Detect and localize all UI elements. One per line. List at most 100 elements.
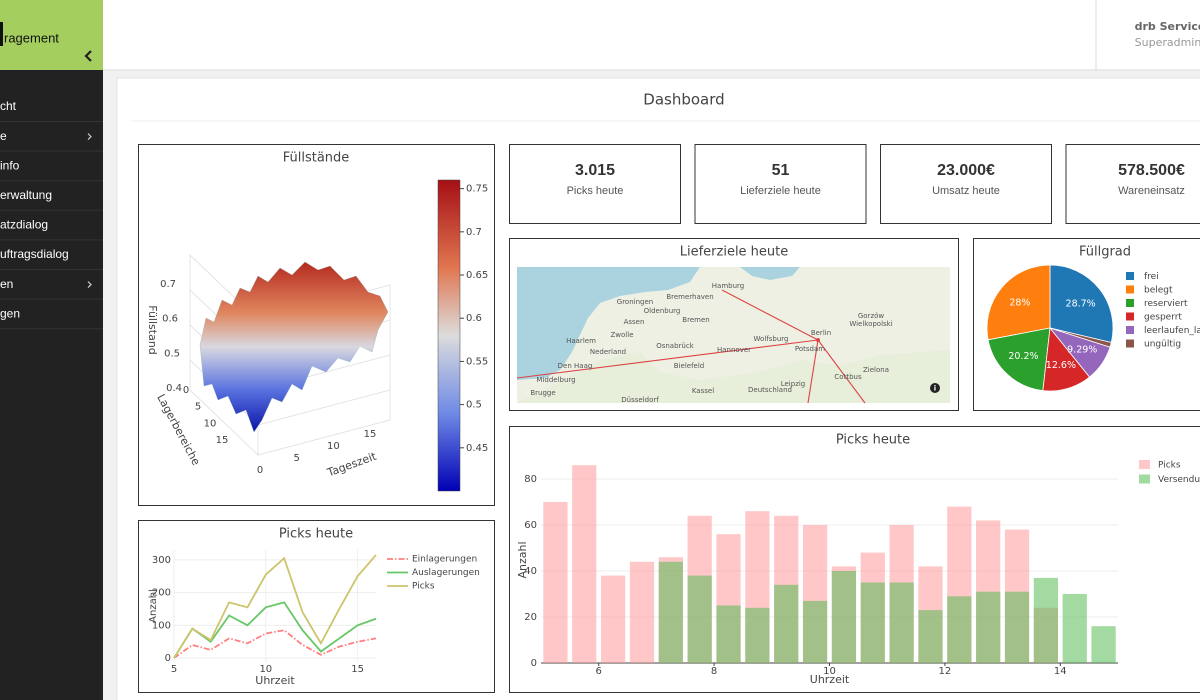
kpi-label: Lieferziele heute	[740, 185, 821, 197]
chart-title: Picks heute	[836, 433, 910, 448]
route	[516, 339, 819, 379]
menu-item[interactable]: cht	[0, 99, 17, 113]
legend-label: Versendun	[1158, 475, 1200, 485]
menu-item[interactable]: atzdialog	[0, 218, 48, 232]
legend-swatch	[1139, 474, 1150, 484]
y-tick-label: 0	[183, 385, 189, 396]
line-series	[173, 629, 377, 659]
legend-label: Picks	[412, 582, 435, 592]
legend-label: reserviert	[1144, 299, 1188, 309]
map-place: Den Haag	[558, 362, 593, 370]
bar	[976, 591, 1001, 663]
route	[807, 339, 819, 404]
map-place: Bremerhaven	[666, 293, 713, 301]
bar	[572, 465, 597, 663]
x-axis-label: Uhrzeit	[255, 674, 295, 687]
bar	[716, 605, 741, 663]
map-place: Oldenburg	[644, 307, 681, 315]
bar	[745, 607, 770, 663]
map-place: Gorzów	[858, 312, 885, 320]
map-place: Assen	[624, 318, 645, 326]
line-series	[173, 601, 377, 659]
map-place: Düsseldorf	[621, 396, 659, 404]
x-tick-label: 10	[327, 441, 340, 452]
y-tick-label: 0	[165, 653, 171, 664]
bar	[1033, 577, 1058, 663]
legend-swatch	[1126, 312, 1134, 321]
info-icon[interactable]	[930, 383, 940, 393]
map-place: Leipzig	[781, 380, 806, 388]
kpi-card	[1065, 144, 1200, 224]
x-tick-label: 10	[259, 664, 272, 675]
page-title: Dashboard	[643, 91, 724, 109]
menu-item[interactable]: info	[0, 158, 20, 172]
bar	[802, 600, 828, 663]
bar	[774, 584, 799, 663]
legend-label: ungültig	[1144, 340, 1181, 350]
legend-label: leerlaufen_la	[1144, 326, 1200, 336]
y-axis-label: Anzahl	[516, 541, 529, 578]
map-place: Deutschland	[748, 386, 792, 394]
y-tick-label: 15	[216, 435, 229, 446]
map-place: Brugge	[530, 389, 555, 397]
x-tick-label: 8	[711, 666, 717, 677]
pie-label: 12.6%	[1046, 360, 1076, 371]
info-icon-glyph: i	[934, 385, 936, 393]
route-hub	[816, 338, 820, 342]
user-name[interactable]: drb Service	[1135, 20, 1200, 33]
bar	[918, 610, 943, 663]
kpi-value: 51	[772, 162, 790, 179]
legend-swatch	[1126, 285, 1134, 294]
sidebar-menu: cht e info erwaltung atzdialog uftragsdialog e…	[0, 99, 103, 330]
menu-item[interactable]: en	[0, 277, 13, 291]
map-place: Bielefeld	[674, 362, 704, 370]
menu-item[interactable]: gen	[0, 306, 20, 320]
pie-label: 28.7%	[1066, 298, 1096, 309]
brand-box	[0, 0, 103, 70]
kpi-row: 3.015 Picks heute 51 Lieferziele heute 23.00…	[509, 144, 1200, 224]
legend-label: belegt	[1144, 286, 1173, 296]
header	[103, 0, 1200, 70]
map-place: Potsdam	[795, 345, 825, 353]
legend-label: Einlagerungen	[412, 555, 477, 565]
legend-swatch	[1126, 272, 1134, 280]
x-tick-label: 5	[293, 453, 299, 464]
y-tick-label: 300	[152, 555, 171, 566]
z-tick-label: 0.6	[162, 314, 178, 325]
chart-title: Picks heute	[279, 527, 353, 542]
x-tick-label: 10	[823, 666, 836, 677]
y-tick-label: 60	[524, 520, 537, 531]
colorbar-tick-label: 0.75	[466, 184, 488, 195]
pie-slice	[1049, 264, 1114, 343]
y-tick-label: 10	[204, 418, 217, 429]
x-tick-label: 0	[257, 465, 263, 476]
bar	[687, 575, 712, 663]
bar	[1091, 626, 1116, 663]
map[interactable]: i	[516, 267, 950, 404]
legend-label: gesperrt	[1144, 313, 1182, 323]
bar	[629, 561, 655, 663]
y-tick-label: 80	[524, 474, 537, 485]
map-place: Berlin	[811, 329, 831, 337]
colorbar-tick-label: 0.45	[466, 443, 488, 454]
menu-item[interactable]: erwaltung	[0, 188, 52, 202]
pie-label: 28%	[1009, 298, 1030, 309]
menu-item[interactable]: uftragsdialog	[0, 247, 69, 261]
bar	[601, 575, 626, 663]
x-tick-label: 12	[939, 666, 952, 677]
map-place: Zwolle	[611, 331, 634, 339]
menu-item[interactable]: e	[0, 129, 7, 143]
pie-slice	[987, 327, 1051, 392]
map-place: Osnabrück	[656, 342, 694, 350]
kpi-label: Picks heute	[567, 185, 624, 197]
colorbar-tick-label: 0.65	[466, 270, 488, 281]
submenu-arrow	[87, 133, 92, 141]
x-tick-label: 15	[364, 429, 377, 440]
map-place: Bremen	[682, 316, 709, 324]
colorbar-tick-label: 0.5	[466, 400, 482, 411]
z-tick-label: 0.7	[160, 279, 176, 290]
submenu-arrow	[87, 281, 92, 289]
collapse-icon[interactable]	[84, 50, 92, 62]
